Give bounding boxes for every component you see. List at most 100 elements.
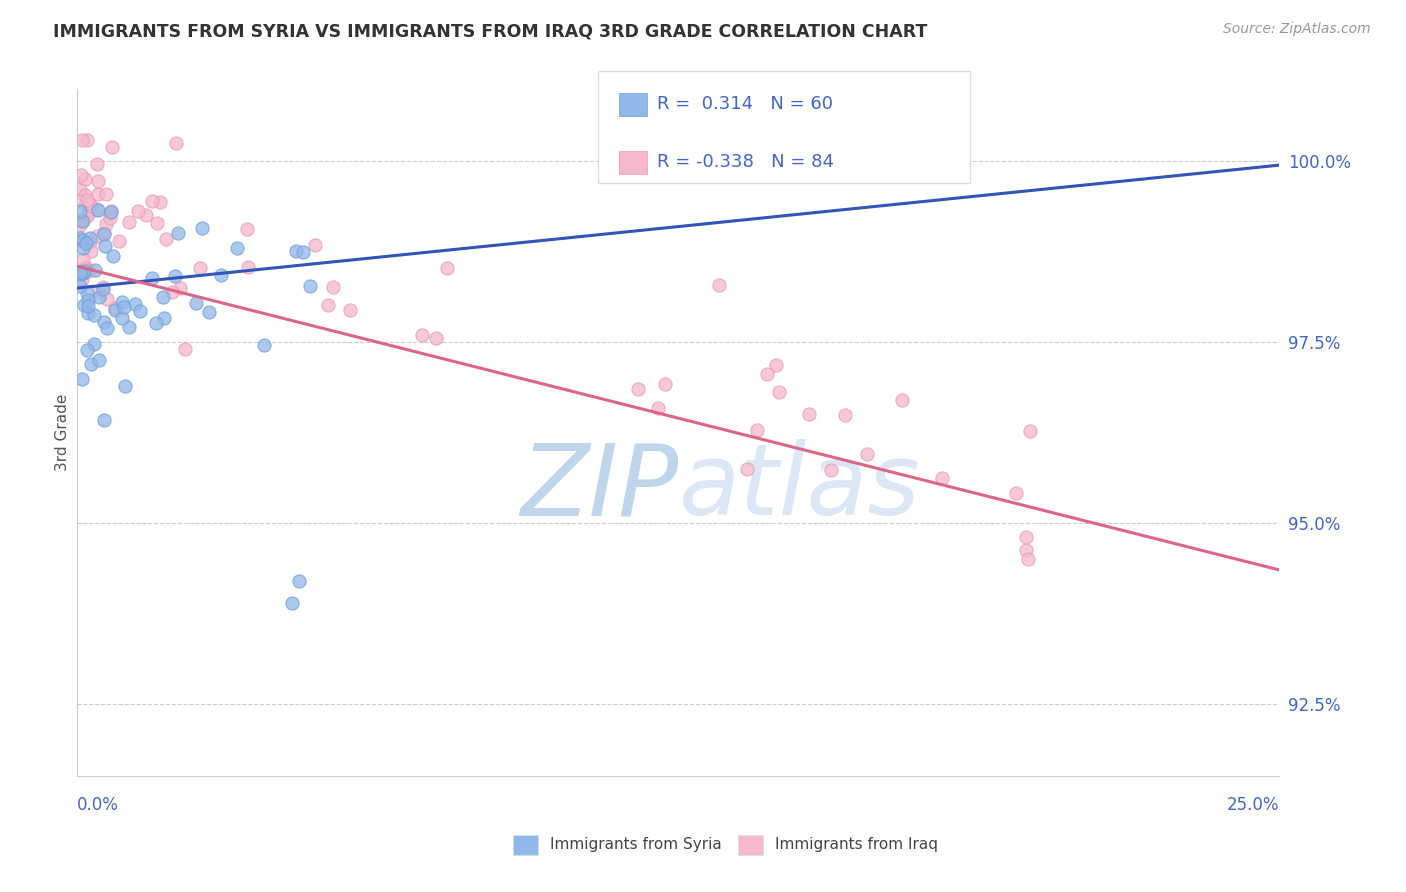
- Point: [93, 239, 115, 253]
- Point: [411, 327, 433, 342]
- Point: [339, 302, 361, 317]
- Point: [197, 305, 219, 319]
- Point: [86, 228, 108, 243]
- Text: 25.0%: 25.0%: [1227, 796, 1279, 814]
- Point: [75, 260, 97, 275]
- Point: [107, 234, 129, 248]
- Point: [86, 202, 108, 217]
- Point: [76, 343, 98, 357]
- Point: [1015, 531, 1038, 545]
- Point: [72, 233, 94, 247]
- Point: [69, 203, 91, 218]
- Point: [288, 574, 311, 588]
- Point: [75, 261, 97, 276]
- Point: [155, 232, 177, 246]
- Point: [834, 408, 856, 422]
- Point: [70, 214, 93, 228]
- Text: 0.0%: 0.0%: [77, 796, 120, 814]
- Point: [318, 298, 340, 312]
- Point: [654, 376, 676, 391]
- Point: [93, 315, 115, 329]
- Point: [101, 249, 124, 263]
- Point: [1017, 552, 1039, 566]
- Point: [128, 303, 150, 318]
- Point: [87, 186, 110, 201]
- Point: [96, 186, 118, 201]
- Point: [152, 289, 174, 303]
- Point: [76, 206, 98, 220]
- Point: [165, 136, 187, 150]
- Point: [72, 252, 94, 267]
- Point: [70, 271, 93, 285]
- Point: [77, 203, 100, 218]
- Point: [765, 358, 787, 372]
- Point: [89, 284, 111, 298]
- Point: [111, 311, 134, 326]
- Point: [931, 471, 953, 485]
- Point: [79, 231, 101, 245]
- Point: [69, 212, 91, 227]
- Point: [153, 310, 176, 325]
- Point: [167, 226, 190, 240]
- Text: Immigrants from Iraq: Immigrants from Iraq: [775, 838, 938, 852]
- Point: [93, 227, 115, 241]
- Point: [768, 385, 790, 400]
- Point: [856, 447, 879, 461]
- Point: [169, 281, 191, 295]
- Point: [118, 320, 141, 334]
- Point: [236, 222, 259, 236]
- Point: [799, 407, 821, 421]
- Point: [87, 203, 110, 218]
- Point: [87, 290, 110, 304]
- Point: [76, 285, 98, 300]
- Text: IMMIGRANTS FROM SYRIA VS IMMIGRANTS FROM IRAQ 3RD GRADE CORRELATION CHART: IMMIGRANTS FROM SYRIA VS IMMIGRANTS FROM…: [53, 22, 928, 40]
- Point: [707, 278, 730, 293]
- Point: [100, 205, 122, 219]
- Point: [98, 206, 121, 220]
- Text: Source: ZipAtlas.com: Source: ZipAtlas.com: [1223, 22, 1371, 37]
- Text: ZIP: ZIP: [520, 439, 679, 536]
- Point: [83, 263, 105, 277]
- Point: [69, 233, 91, 247]
- Point: [83, 308, 105, 322]
- Point: [101, 139, 124, 153]
- Point: [191, 221, 214, 235]
- Point: [75, 262, 97, 277]
- Point: [69, 218, 91, 232]
- Point: [141, 270, 163, 285]
- Point: [75, 188, 97, 202]
- Point: [86, 157, 108, 171]
- Point: [73, 298, 96, 312]
- Point: [93, 413, 115, 427]
- Point: [72, 266, 94, 280]
- Point: [93, 226, 115, 240]
- Point: [118, 215, 141, 229]
- Point: [104, 302, 127, 317]
- Point: [80, 199, 103, 213]
- Point: [76, 306, 98, 320]
- Point: [69, 231, 91, 245]
- Point: [70, 265, 93, 279]
- Point: [735, 462, 758, 476]
- Point: [425, 331, 447, 345]
- Point: [141, 194, 163, 208]
- Point: [891, 392, 914, 407]
- Point: [1018, 424, 1040, 438]
- Point: [69, 194, 91, 209]
- Y-axis label: 3rd Grade: 3rd Grade: [55, 394, 70, 471]
- Point: [69, 168, 91, 182]
- Text: atlas: atlas: [679, 439, 920, 536]
- Point: [79, 244, 101, 259]
- Point: [756, 368, 779, 382]
- Point: [104, 301, 127, 315]
- Point: [627, 382, 650, 396]
- Point: [163, 268, 186, 283]
- Point: [111, 295, 134, 310]
- Point: [76, 133, 98, 147]
- Point: [820, 463, 842, 477]
- Point: [69, 278, 91, 293]
- Point: [80, 357, 103, 371]
- Point: [436, 260, 458, 275]
- Point: [75, 235, 97, 250]
- Point: [114, 300, 136, 314]
